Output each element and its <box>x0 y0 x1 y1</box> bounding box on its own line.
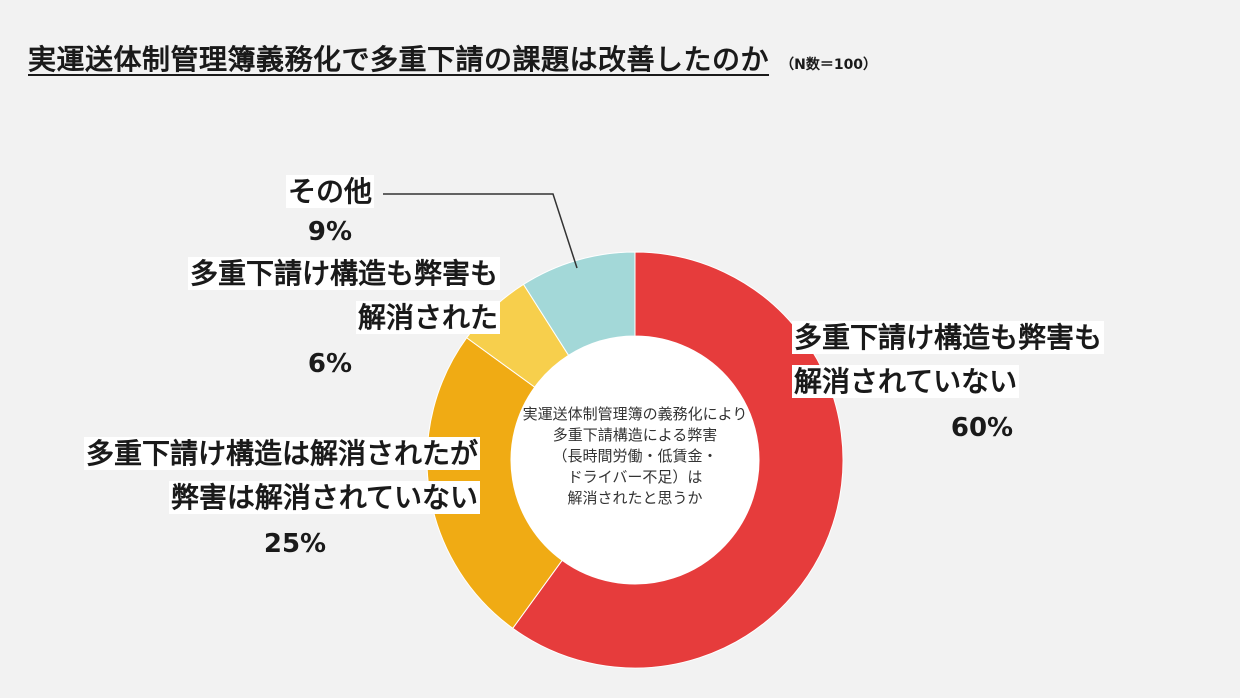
slice-label-line: 多重下請け構造も弊害も <box>187 257 500 290</box>
slice-other <box>522 251 636 356</box>
center-question-line: ドライバー不足）は <box>567 468 703 486</box>
sample-size-note: （N数＝100） <box>780 57 878 73</box>
slice-value-label: 9% <box>307 217 353 247</box>
slice-label-line: 多重下請け構造も弊害も <box>792 321 1105 354</box>
center-question: 実運送体制管理簿の義務化により 多重下請構造による弊害 （長時間労働・低賃金・ … <box>495 404 775 509</box>
slice-label-both-resolved: 多重下請け構造も弊害も 解消された 6% <box>140 252 500 386</box>
slice-label-line: 弊害は解消されていない <box>168 481 480 514</box>
center-question-line: （長時間労働・低賃金・ <box>552 447 718 465</box>
center-question-line: 解消されたと思うか <box>567 489 703 507</box>
center-question-line: 多重下請構造による弊害 <box>552 426 718 444</box>
slice-value-label: 25% <box>263 529 327 559</box>
donut-slices <box>426 251 844 669</box>
slice-label-line: 解消されていない <box>792 365 1020 398</box>
slice-label-line: 解消された <box>355 301 500 334</box>
slice-value-label: 6% <box>307 349 353 379</box>
slice-label-line: 多重下請け構造は解消されたが <box>83 437 480 470</box>
chart-title: 実運送体制管理簿義務化で多重下請の課題は改善したのか <box>28 43 770 76</box>
center-question-line: 実運送体制管理簿の義務化により <box>522 405 748 423</box>
chart-title-row: 実運送体制管理簿義務化で多重下請の課題は改善したのか （N数＝100） <box>28 38 1208 78</box>
slice-label-structure-resolved: 多重下請け構造は解消されたが 弊害は解消されていない 25% <box>30 432 480 566</box>
slice-value-label: 60% <box>950 413 1014 443</box>
slice-label-not-resolved: 多重下請け構造も弊害も 解消されていない 60% <box>792 316 1172 450</box>
slice-label-line: その他 <box>285 175 374 208</box>
donut-center-hole <box>511 336 759 584</box>
slice-label-other: その他 9% <box>260 172 400 252</box>
leader-line-other <box>383 193 578 269</box>
